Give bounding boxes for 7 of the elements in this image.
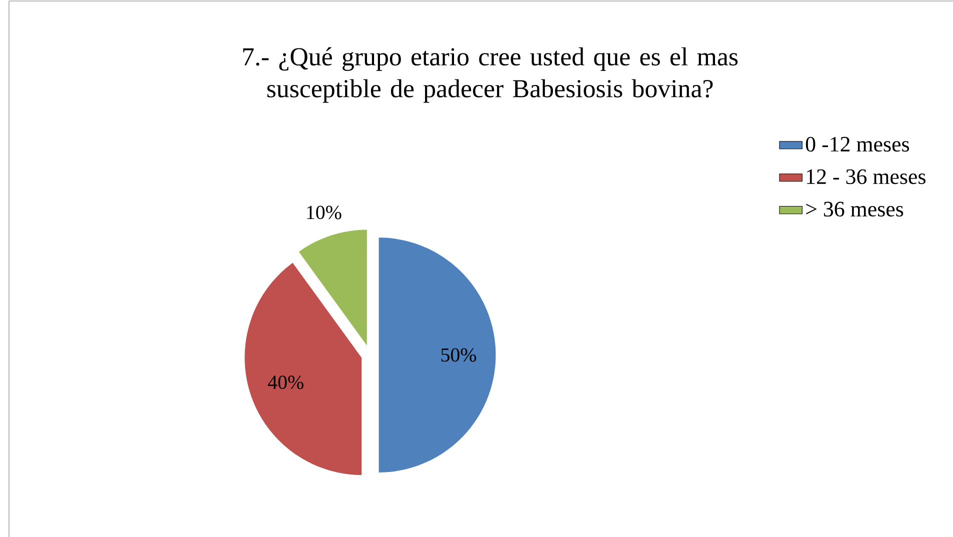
legend-label: 12 - 36 meses	[807, 169, 926, 184]
data-label: 10%	[307, 206, 342, 220]
data-label: 40%	[268, 376, 304, 390]
legend-label: > 36 meses	[806, 202, 904, 217]
legend-label: 0 -12 meses	[806, 136, 909, 152]
data-label: 50%	[441, 348, 476, 362]
chart-title: 7.- ¿Qué grupo etario cree usted que es el mas susceptible de padecer Babesiosis bovina?	[243, 47, 738, 103]
